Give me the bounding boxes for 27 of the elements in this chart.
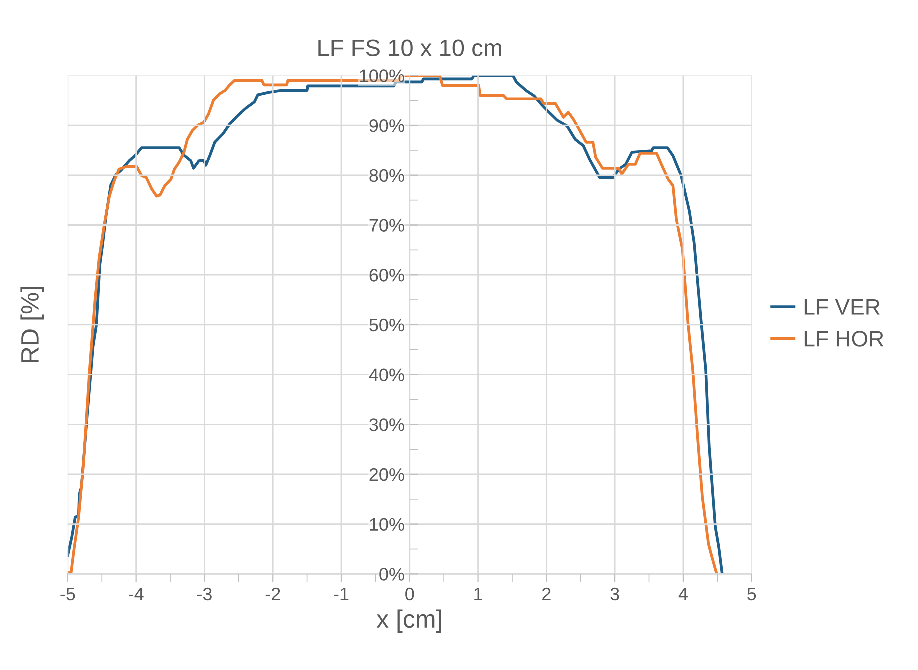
x-tick-label: 4 [678,588,688,600]
x-tick-label: -4 [129,588,144,600]
x-tick-label: 5 [748,588,756,601]
x-tick-label: -3 [197,588,212,601]
x-tick-label: -1 [334,588,349,600]
y-tick-label: 50% [370,318,404,332]
legend-label: LF VER [804,299,880,315]
x-tick-label: -2 [266,588,280,600]
y-tick-label: 70% [370,219,404,232]
chart-title: LF FS 10 x 10 cm [318,40,502,56]
y-tick-label: 30% [370,418,404,432]
y-tick-label: 0% [380,568,404,581]
legend-label: LF HOR [804,331,884,347]
x-tick-label: -5 [60,588,76,601]
x-tick-label: 3 [610,588,620,601]
x-tick-label: 0 [406,588,414,601]
y-axis-title: RD [%] [20,287,44,362]
y-tick-label: 80% [370,169,404,182]
x-tick-label: 2 [542,588,551,600]
y-tick-label: 90% [370,119,404,132]
y-tick-label: 20% [370,468,404,482]
y-tick-label: 100% [360,70,404,82]
y-tick-label: 10% [370,518,404,532]
y-tick-label: 60% [370,269,404,282]
x-tick-label: 1 [474,588,482,600]
x-axis-title: x [cm] [376,610,442,634]
y-tick-label: 40% [369,368,404,382]
